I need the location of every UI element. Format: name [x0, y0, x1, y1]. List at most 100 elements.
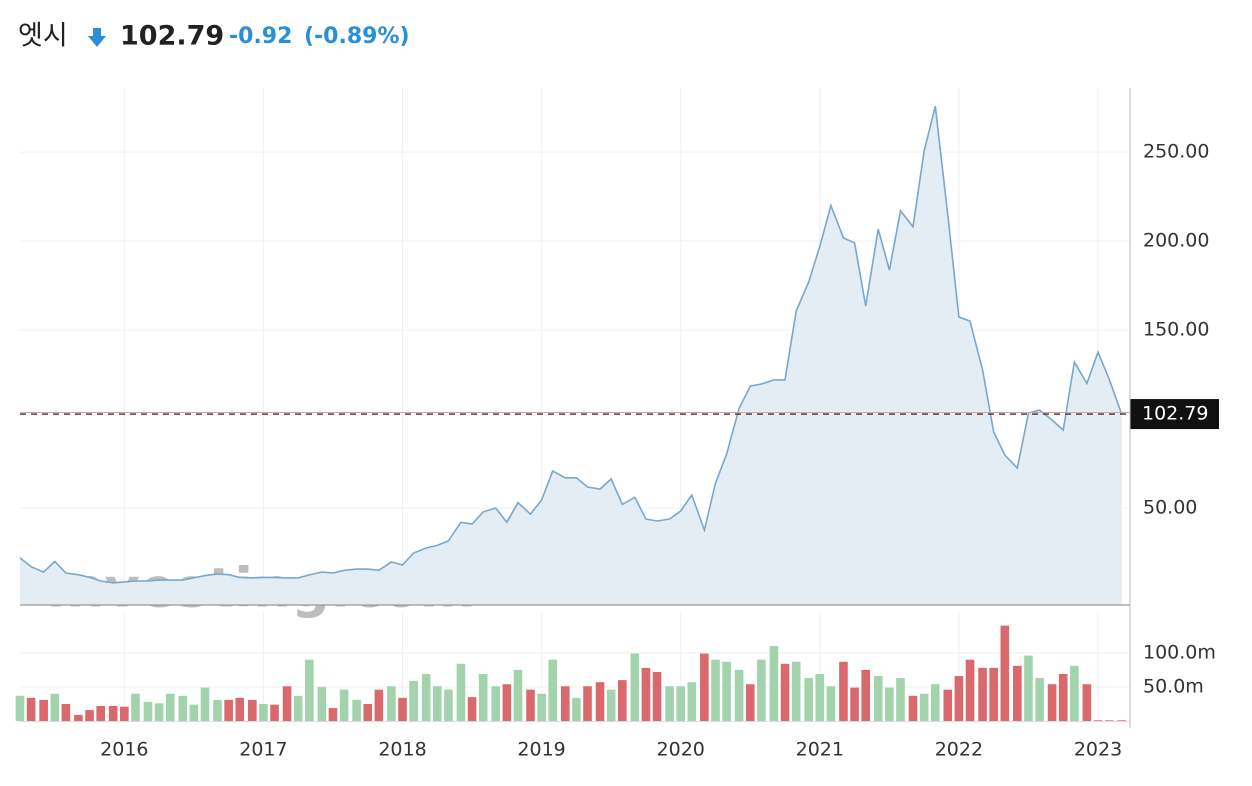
volume-bar	[896, 678, 905, 721]
volume-bar	[1035, 678, 1044, 721]
volume-bar	[131, 693, 140, 721]
change-pct: (-0.89%)	[304, 24, 410, 49]
volume-bar	[1093, 720, 1103, 721]
volume-bar	[26, 697, 36, 721]
y-tick-label: 50.00	[1143, 497, 1197, 519]
volume-bar	[1013, 665, 1022, 721]
volume-bar	[873, 676, 883, 721]
volume-bar	[839, 661, 848, 721]
x-tick-label: 2022	[935, 739, 983, 761]
volume-bar	[617, 680, 627, 721]
volume-bar	[537, 693, 546, 721]
volume-bar	[930, 684, 940, 721]
volume-bar	[780, 663, 790, 721]
volume-bar	[409, 680, 418, 721]
volume-bar	[850, 687, 859, 721]
volume-bar	[491, 686, 501, 721]
volume-bar	[61, 703, 71, 721]
volume-bar	[665, 686, 674, 721]
price-line	[19, 106, 1123, 584]
volume-bar	[96, 706, 105, 721]
volume-bar	[943, 689, 953, 721]
volume-bar	[200, 687, 210, 721]
y-tick-label: 250.00	[1143, 141, 1209, 163]
volume-bar	[398, 697, 407, 721]
x-tick-label: 2020	[657, 739, 705, 761]
volume-bar	[815, 673, 825, 721]
volume-bar	[769, 646, 779, 721]
volume-bar	[1070, 665, 1079, 721]
y-tick-label: 100.0m	[1143, 641, 1216, 663]
volume-bar	[270, 704, 279, 721]
volume-bar	[259, 703, 268, 721]
volume-bar	[513, 669, 523, 721]
volume-bar	[676, 686, 686, 721]
volume-bar	[293, 695, 303, 721]
volume-bar	[954, 676, 964, 721]
volume-bar	[548, 659, 558, 721]
volume-bar	[247, 699, 257, 721]
y-tick-label: 200.00	[1143, 230, 1209, 252]
volume-bar	[456, 663, 466, 721]
volume-bar	[861, 669, 871, 721]
volume-bar	[74, 714, 83, 721]
area-fill	[20, 106, 1122, 605]
x-tick-label: 2018	[378, 739, 426, 761]
volume-bar	[687, 682, 697, 721]
volume-bar	[978, 667, 987, 721]
volume-bar	[965, 659, 975, 721]
volume-bar	[108, 706, 118, 721]
volume-bar	[165, 693, 175, 721]
volume-bar	[178, 695, 188, 721]
x-tick-label: 2023	[1074, 739, 1122, 761]
volume-bar	[804, 678, 813, 721]
volume-bar	[734, 669, 744, 721]
volume-bar	[885, 687, 894, 721]
volume-bar	[317, 686, 327, 721]
volume-bar	[1082, 684, 1092, 721]
volume-bar	[502, 684, 512, 721]
x-tick-label: 2017	[239, 739, 287, 761]
volume-bar	[1024, 655, 1033, 721]
volume-bar	[120, 706, 129, 721]
volume-bar	[989, 667, 998, 721]
volume-bar	[526, 689, 535, 721]
volume-bar	[757, 659, 766, 721]
volume-bar	[1000, 625, 1010, 721]
volume-bar	[143, 701, 153, 721]
volume-bar	[1047, 684, 1057, 721]
volume-bar	[722, 661, 731, 721]
volume-bar	[467, 697, 477, 721]
change: -0.92	[229, 24, 292, 49]
volume-bar	[791, 661, 801, 721]
down-arrow	[88, 28, 106, 47]
volume-bar	[700, 653, 709, 721]
volume-bar	[595, 682, 605, 721]
volume-bar	[363, 703, 373, 721]
volume-bar	[387, 686, 396, 721]
volume-bar	[305, 659, 314, 721]
volume-bar	[478, 673, 488, 721]
volume-bar	[583, 686, 592, 721]
volume-bar	[711, 659, 720, 721]
x-tick-label: 2019	[517, 739, 565, 761]
last-price-box	[1130, 399, 1219, 430]
volume-bar	[15, 695, 25, 721]
volume-bar	[560, 686, 570, 721]
volume-bar	[1104, 720, 1114, 721]
last-price-label: 102.79	[1142, 403, 1208, 425]
x-tick-label: 2021	[796, 739, 844, 761]
volume-bar	[630, 653, 640, 721]
volume-bar	[374, 689, 384, 721]
price: 102.79	[120, 21, 224, 52]
volume-bar	[235, 697, 245, 721]
y-tick-label: 50.0m	[1143, 675, 1204, 697]
y-tick-label: 150.00	[1143, 319, 1209, 341]
volume-bar	[652, 671, 662, 721]
volume-bar	[919, 693, 929, 721]
volume-bar	[154, 703, 164, 721]
volume-bar	[444, 689, 453, 721]
volume-bar	[1117, 720, 1126, 721]
